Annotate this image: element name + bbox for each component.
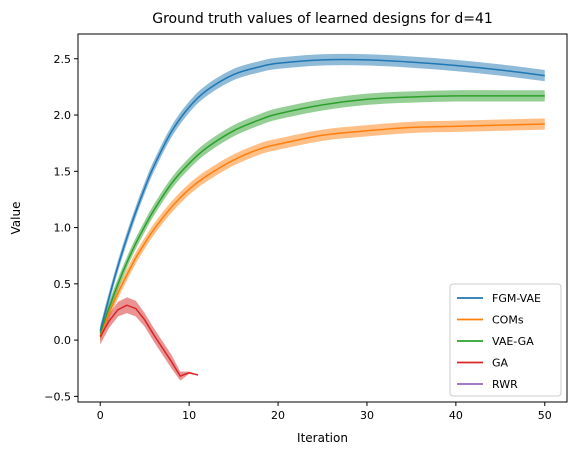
band-ga — [100, 297, 199, 381]
confidence-bands — [100, 53, 545, 381]
legend-label: GA — [492, 357, 509, 370]
line-coms — [99, 123, 545, 336]
legend-label: RWR — [492, 378, 518, 391]
y-tick-label: 2.5 — [54, 53, 72, 66]
x-tick-label: 0 — [97, 409, 104, 422]
y-tick-label: 2.0 — [54, 109, 72, 122]
x-axis-label: Iteration — [297, 431, 348, 445]
x-tick-label: 40 — [449, 409, 463, 422]
y-tick-label: 1.5 — [54, 165, 72, 178]
band-coms — [100, 118, 545, 342]
y-tick-label: 1.0 — [54, 222, 72, 235]
line-vae-ga — [99, 95, 545, 334]
plot-frame — [77, 33, 568, 403]
legend-box — [449, 283, 562, 397]
line-ga — [99, 304, 199, 378]
legend-label: COMs — [492, 314, 524, 327]
x-tick-label: 10 — [182, 409, 196, 422]
y-axis-ticks: −0.5 0.0 0.5 1.0 1.5 2.0 2.5 — [44, 53, 78, 403]
x-tick-label: 30 — [360, 409, 374, 422]
series-lines — [99, 58, 545, 378]
y-tick-label: −0.5 — [44, 390, 71, 403]
y-tick-label: 0.5 — [54, 278, 72, 291]
x-tick-label: 50 — [538, 409, 552, 422]
x-axis-ticks: 0 10 20 30 40 50 — [97, 402, 552, 422]
y-axis-label: Value — [9, 202, 23, 235]
legend-label: VAE-GA — [492, 335, 534, 348]
legend-label: FGM-VAE — [492, 292, 541, 305]
legend: FGM-VAE COMs VAE-GA GA RWR — [449, 283, 562, 397]
line-fgm-vae — [99, 58, 545, 332]
y-tick-label: 0.0 — [54, 334, 72, 347]
chart-title: Ground truth values of learned designs f… — [152, 11, 493, 27]
x-tick-label: 20 — [271, 409, 285, 422]
